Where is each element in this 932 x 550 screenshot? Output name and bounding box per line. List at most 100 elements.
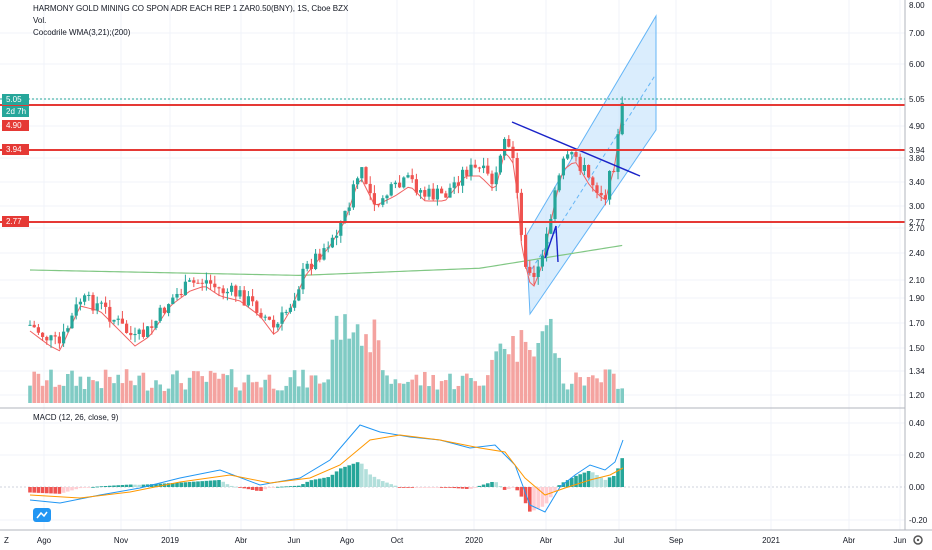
- candle-body: [423, 190, 427, 197]
- macd-histogram-bar: [70, 487, 74, 491]
- macd-histogram-bar: [360, 463, 364, 487]
- volume-bar: [368, 352, 372, 403]
- macd-histogram-bar: [158, 483, 162, 487]
- wma-200-line: [29, 244, 623, 276]
- macd-histogram-bar: [452, 487, 456, 489]
- volume-bar: [540, 331, 545, 403]
- wma-21-line: [29, 113, 623, 352]
- macd-histogram-bar: [381, 481, 385, 487]
- candle-body: [41, 332, 45, 337]
- volume-bar: [318, 383, 322, 403]
- macd-histogram-bar: [481, 484, 486, 487]
- candle-body: [62, 331, 66, 344]
- candle-body: [242, 290, 246, 306]
- volume-bar: [103, 369, 108, 403]
- candle-body: [372, 193, 376, 205]
- candle-body: [465, 169, 469, 176]
- macd-histogram-bar: [536, 487, 540, 509]
- time-axis-label: Jun: [288, 536, 301, 545]
- macd-histogram-bar: [502, 487, 507, 490]
- candle-body: [112, 319, 116, 322]
- volume-bar: [532, 356, 536, 403]
- regression-channel: [525, 14, 657, 316]
- volume-bar: [305, 387, 309, 403]
- time-axis-label: Jul: [614, 536, 624, 545]
- candle-body: [398, 182, 402, 188]
- volume-bar: [376, 340, 381, 403]
- candle-body: [99, 302, 103, 304]
- volume-bar: [565, 389, 570, 403]
- price-axis-label: 1.70: [909, 319, 925, 328]
- volume-bar: [334, 315, 339, 403]
- macd-histogram-bar: [280, 486, 284, 488]
- volume-bar: [603, 369, 608, 403]
- macd-histogram-bar: [607, 477, 612, 487]
- macd-histogram: [28, 458, 624, 512]
- candle-body: [356, 178, 360, 185]
- volume-bar: [313, 375, 318, 403]
- candle-body: [402, 177, 406, 188]
- macd-signal-line: [29, 434, 624, 499]
- volume-bar: [591, 375, 595, 403]
- macd-histogram-bar: [154, 483, 158, 487]
- macd-histogram-bar: [372, 476, 377, 487]
- volume-bar: [45, 380, 49, 403]
- volume-bar: [570, 383, 574, 403]
- candle-body: [503, 138, 507, 156]
- candle-body: [557, 175, 561, 191]
- volume-bar: [162, 390, 167, 403]
- candle-body: [461, 169, 465, 186]
- tradingview-cloud-icon[interactable]: [33, 508, 51, 522]
- current-price-tag: [2, 94, 29, 105]
- macd-histogram-bar: [511, 487, 515, 488]
- volume-bar: [372, 319, 377, 403]
- macd-histogram-bar: [586, 471, 591, 487]
- gear-icon[interactable]: [913, 535, 923, 545]
- candle-body: [196, 282, 200, 284]
- time-axis-label: Nov: [114, 536, 128, 545]
- volume-bar: [171, 374, 175, 403]
- macd-histogram-bar: [82, 487, 87, 488]
- macd-histogram-bar: [66, 487, 70, 492]
- volume-bar: [460, 375, 465, 403]
- candle-body: [200, 282, 204, 284]
- candle-body: [444, 193, 448, 198]
- volume-bar: [414, 374, 419, 403]
- volume-bar: [582, 385, 587, 403]
- macd-histogram-bar: [385, 482, 389, 487]
- volume-bar: [393, 379, 398, 403]
- macd-histogram-bar: [553, 487, 557, 492]
- time-axis-label: Ago: [37, 536, 52, 545]
- candle-body: [507, 138, 511, 147]
- candle-body: [469, 164, 473, 176]
- zoom-reset-icon[interactable]: Z: [4, 536, 9, 545]
- volume-bar: [129, 380, 133, 403]
- volume-bar: [498, 343, 503, 403]
- volume-bar: [166, 388, 171, 403]
- volume-bar: [423, 371, 427, 403]
- candle-body: [578, 156, 582, 171]
- volume-bar: [234, 387, 238, 403]
- macd-histogram-bar: [213, 480, 217, 487]
- candle-body: [272, 319, 276, 328]
- macd-histogram-bar: [103, 486, 108, 487]
- macd-histogram-bar: [448, 487, 452, 488]
- price-axis[interactable]: [905, 0, 932, 530]
- macd-label: MACD (12, 26, close, 9): [33, 413, 119, 422]
- candle-body: [150, 326, 154, 328]
- volume-bar: [309, 375, 314, 403]
- volume-bar: [187, 377, 192, 403]
- candle-body: [477, 167, 481, 169]
- time-axis-label: Abr: [235, 536, 248, 545]
- volume-bar: [469, 378, 473, 403]
- price-axis-label: 3.00: [909, 202, 925, 211]
- candle-body: [524, 234, 528, 267]
- current-price-value: 5.05: [6, 95, 22, 104]
- candle-body: [330, 237, 334, 248]
- time-axis[interactable]: [0, 530, 932, 550]
- candle-body: [57, 336, 61, 344]
- time-axis-label: 2020: [465, 536, 483, 545]
- candle-body: [360, 167, 364, 179]
- macd-histogram-bar: [376, 479, 381, 487]
